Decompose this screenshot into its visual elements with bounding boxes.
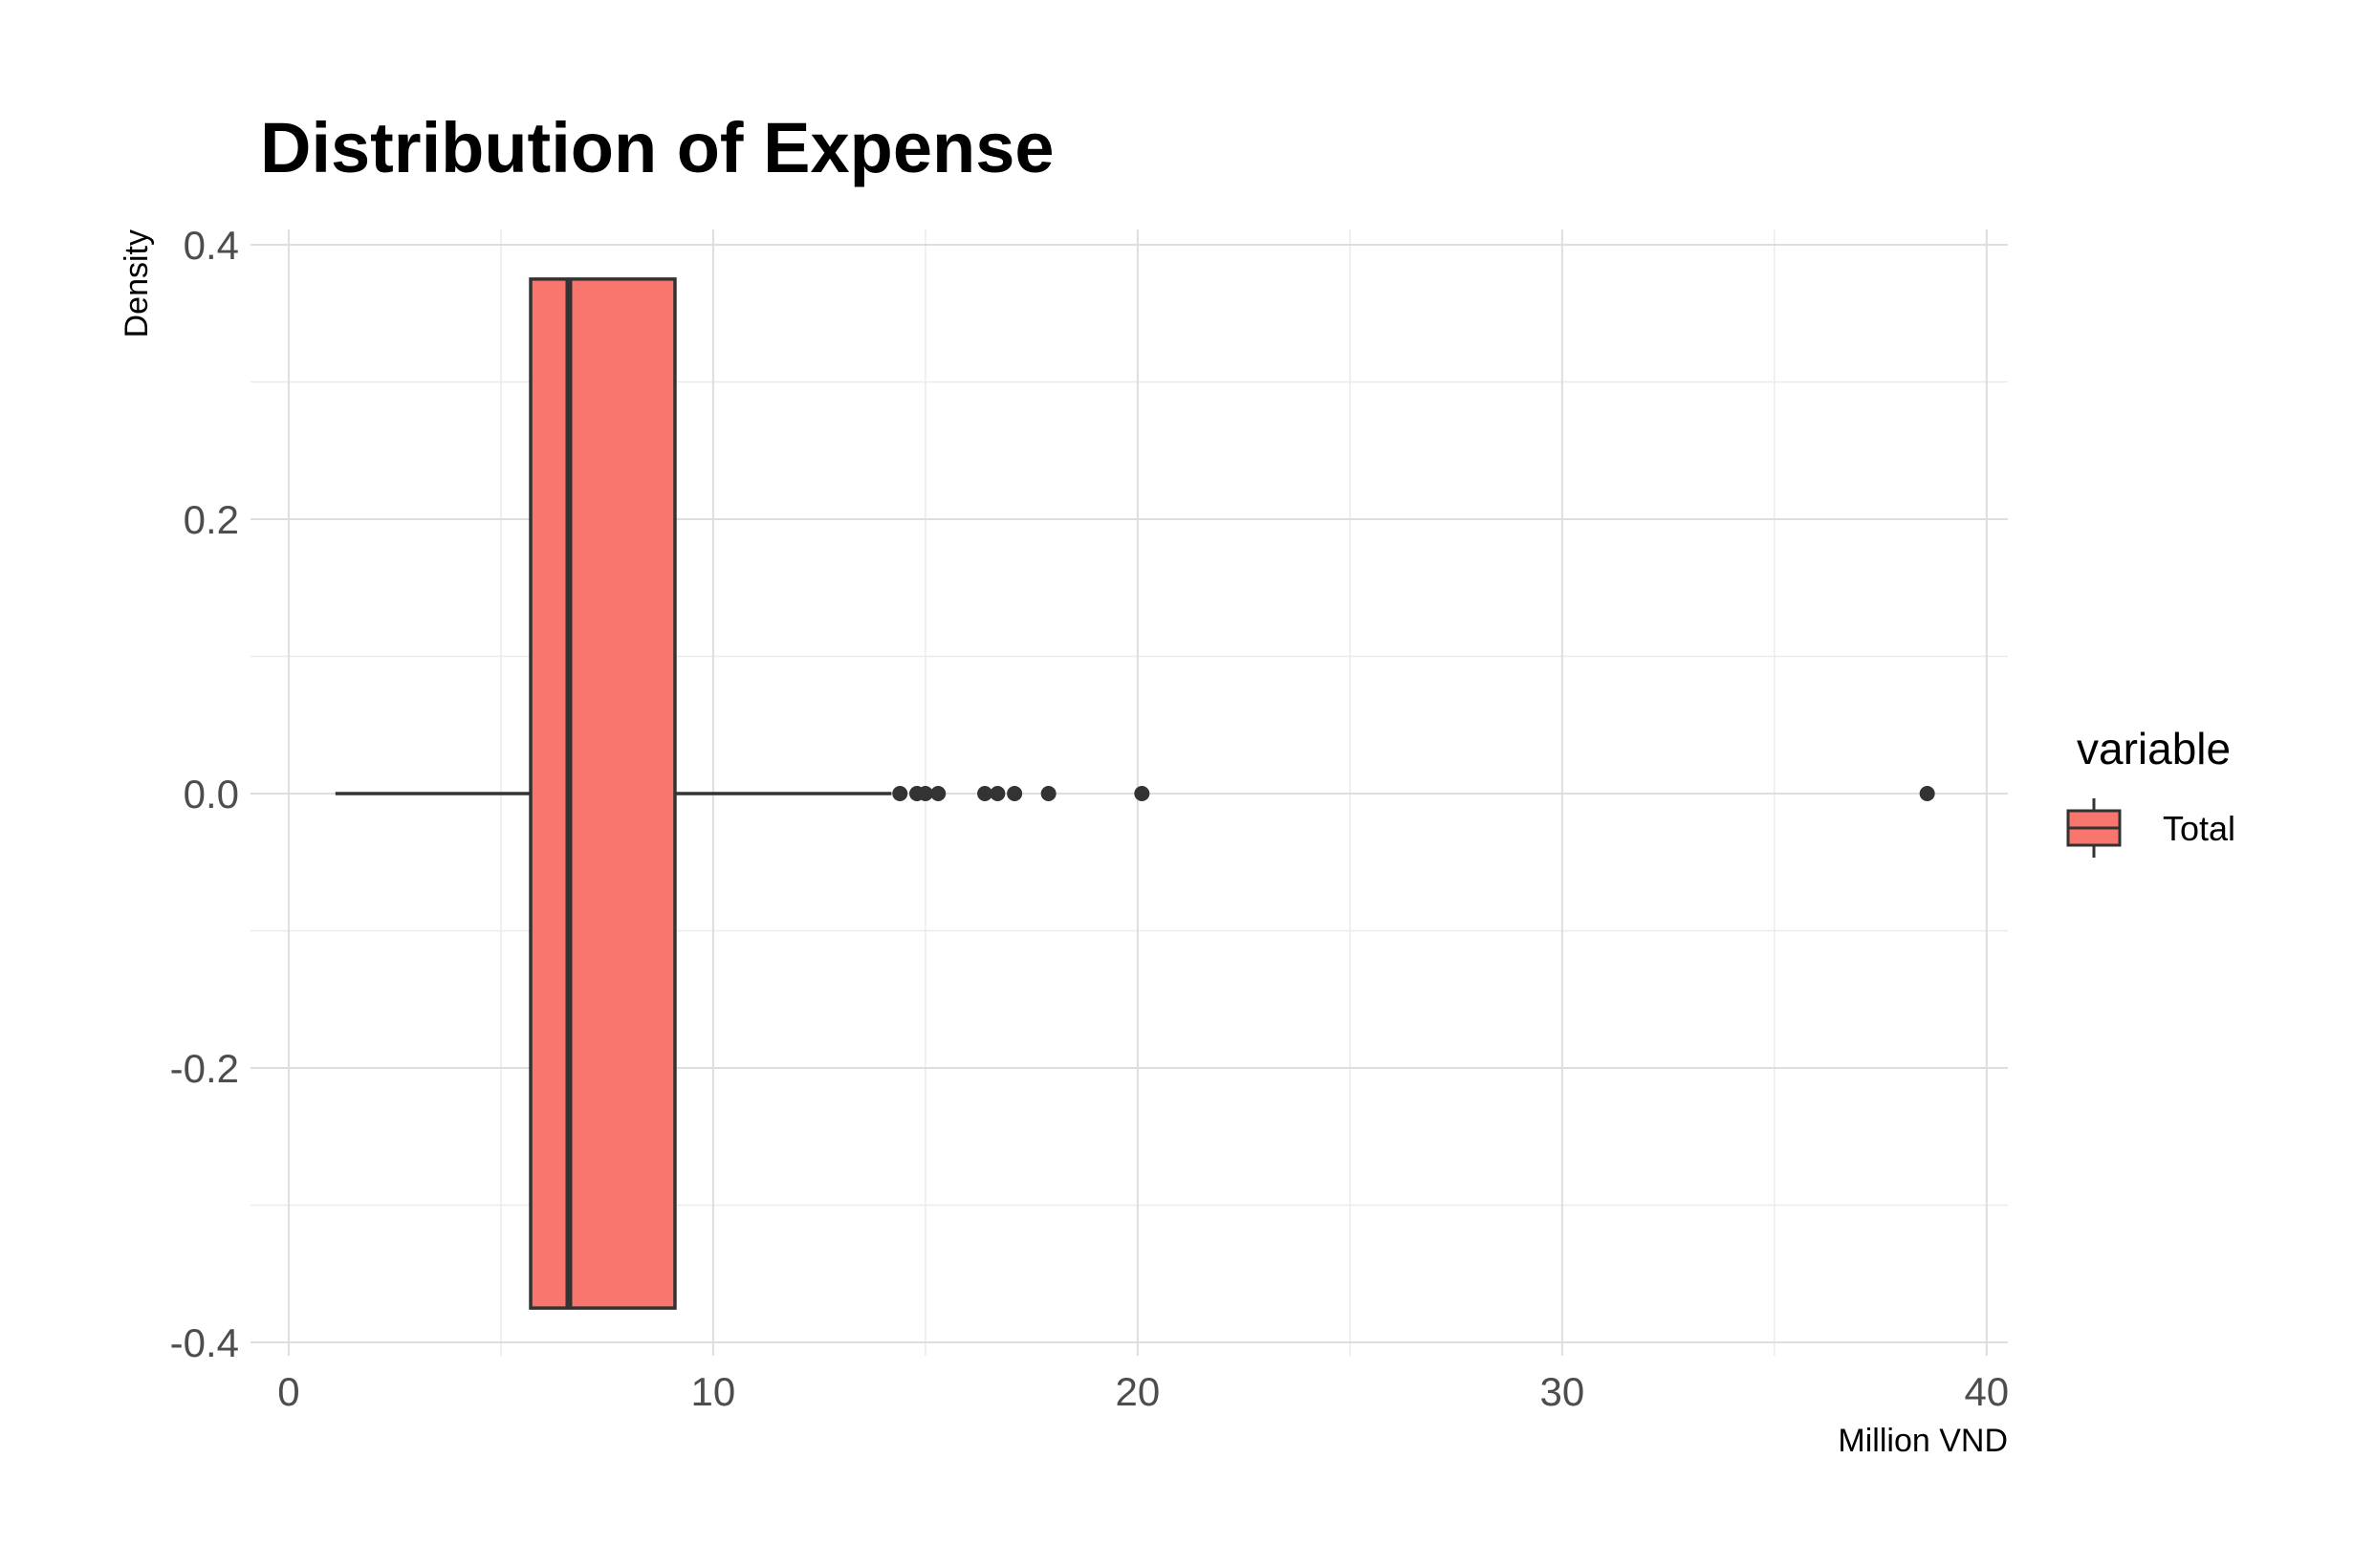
outlier-point (930, 786, 947, 801)
y-axis-label: Density (119, 229, 155, 338)
y-tick-label: 0.2 (184, 497, 239, 542)
y-tick-label: -0.2 (170, 1046, 239, 1091)
x-tick-label: 10 (691, 1369, 736, 1414)
x-tick-label: 0 (277, 1369, 299, 1414)
legend: variable Total (2066, 724, 2235, 858)
chart-title: Distribution of Expense (260, 108, 1055, 187)
outlier-point (1007, 786, 1023, 801)
legend-title: variable (2077, 724, 2231, 773)
x-tick-labels: 0 10 20 30 40 (277, 1369, 2009, 1414)
outlier-point (977, 786, 993, 801)
outlier-point (990, 786, 1006, 801)
legend-label: Total (2163, 809, 2235, 848)
y-tick-labels: 0.4 0.2 0.0 -0.2 -0.4 (170, 223, 239, 1365)
x-tick-label: 40 (1964, 1369, 2009, 1414)
outlier-point (1919, 786, 1935, 801)
x-tick-label: 20 (1116, 1369, 1161, 1414)
legend-items: Total (2066, 798, 2235, 858)
y-tick-label: -0.4 (170, 1320, 239, 1365)
y-tick-label: 0.4 (184, 223, 239, 268)
x-axis-label: Million VND (1838, 1423, 2008, 1459)
box-iqr (529, 277, 677, 1310)
y-tick-label: 0.0 (184, 772, 239, 817)
outlier-point (892, 786, 908, 801)
outlier-point (1134, 786, 1150, 801)
grid-major (251, 229, 2008, 1356)
outlier-point (917, 786, 933, 801)
outlier-point (1040, 786, 1057, 801)
boxplot-series (335, 277, 1935, 1310)
x-tick-label: 30 (1539, 1369, 1584, 1414)
